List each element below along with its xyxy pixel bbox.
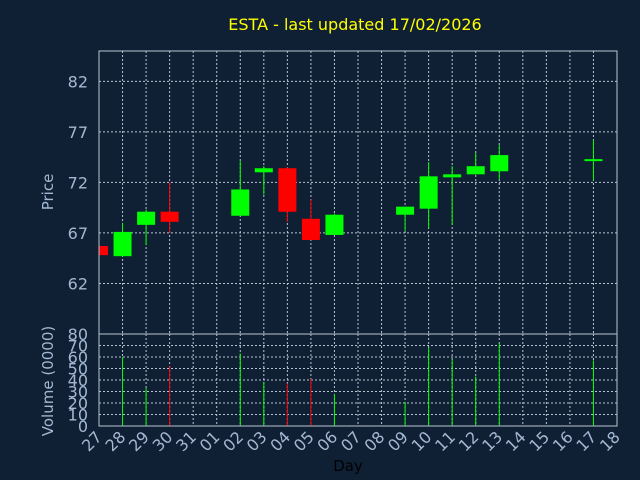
volume-tick-label: 10 (68, 406, 88, 425)
candle-body (443, 174, 462, 178)
candle-body (113, 231, 132, 257)
price-tick-label: 62 (68, 274, 88, 293)
volume-tick-label: 50 (68, 360, 88, 379)
candle-body (490, 155, 509, 172)
candle-body (137, 211, 156, 225)
candle-body (396, 206, 415, 215)
candle-body (419, 176, 438, 209)
volume-gridlines (98, 333, 618, 427)
x-axis-label: Day (333, 457, 363, 475)
volume-tick-label: 30 (68, 383, 88, 402)
price-axis-label: Price (39, 174, 57, 211)
price-gridlines (98, 51, 618, 334)
candle-body (99, 246, 108, 256)
candle-body (160, 211, 179, 222)
candle-body (254, 168, 273, 173)
candle-body (325, 214, 344, 235)
candle-body (231, 189, 250, 216)
price-tick-labels: 62 67 72 77 82 (68, 72, 88, 293)
price-tick-label: 77 (68, 123, 88, 142)
volume-tick-label: 40 (68, 371, 88, 390)
volume-tick-label: 70 (68, 337, 88, 356)
price-tick-label: 82 (68, 72, 88, 91)
volume-tick-label: 60 (68, 348, 88, 367)
volume-tick-label: 0 (78, 417, 88, 436)
candle-body (584, 159, 603, 162)
candle-body (466, 166, 485, 175)
price-tick-label: 72 (68, 173, 88, 192)
volume-plot-frame (98, 333, 618, 427)
volume-tick-label: 20 (68, 394, 88, 413)
x-tick-label: 18 (596, 427, 624, 455)
chart-title: ESTA - last updated 17/02/2026 (228, 15, 481, 34)
volume-bars (122, 343, 594, 426)
volume-tick-label: 80 (68, 325, 88, 344)
volume-axis-label: Volume (0000) (39, 326, 57, 436)
candle-body (301, 218, 320, 241)
candlesticks (98, 139, 603, 258)
price-panel: 62 67 72 77 82 (68, 50, 618, 335)
x-tick-labels: 2728293031010203040506070809101112131415… (78, 427, 624, 455)
price-tick-label: 67 (68, 224, 88, 243)
candle-body (278, 168, 297, 212)
